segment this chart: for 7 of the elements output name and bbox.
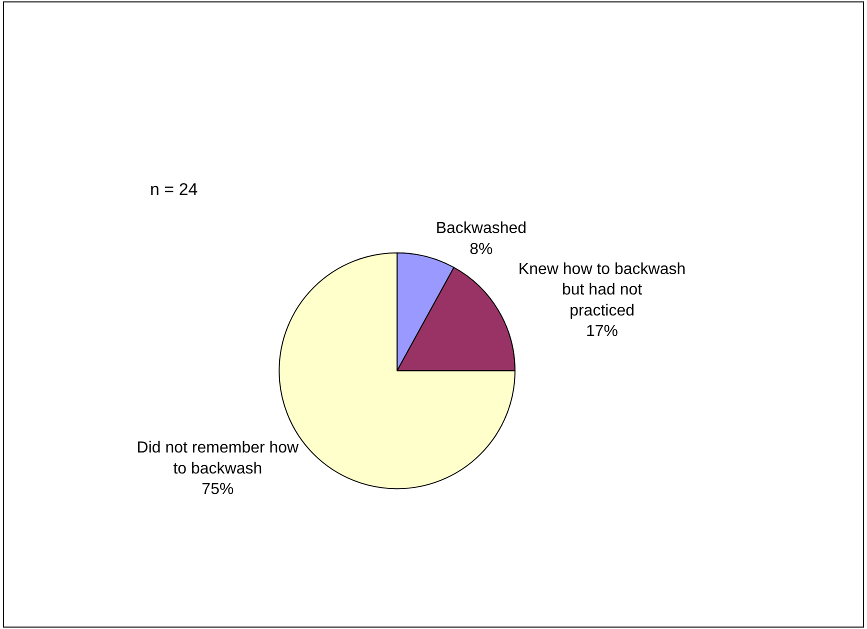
slice-label: Did not remember how to backwash <box>136 440 300 478</box>
data-label: 8% <box>470 240 493 258</box>
data-label: 75% <box>202 481 234 498</box>
data-label: 17% <box>586 323 618 340</box>
slice-label: Backwashed <box>436 220 527 237</box>
text: n = 24 <box>150 180 198 199</box>
slice-label: Knew how to backwash but had not practiced <box>518 260 686 320</box>
